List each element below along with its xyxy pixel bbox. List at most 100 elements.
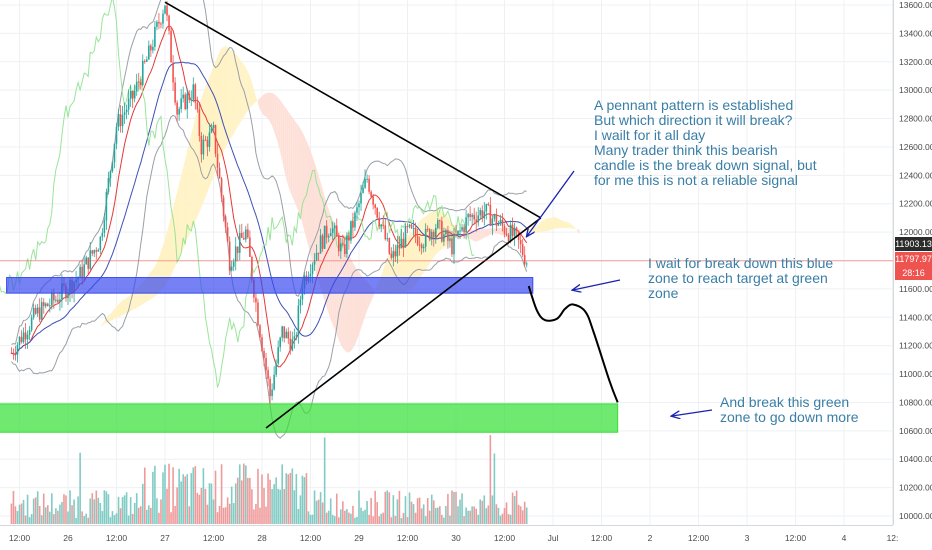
candle-body <box>184 94 187 110</box>
cloud-segment <box>318 175 321 288</box>
cloud-segment <box>195 111 198 222</box>
candle-body <box>20 336 23 343</box>
candle-body <box>263 350 265 359</box>
volume-bar <box>384 491 387 524</box>
candle-body <box>479 210 482 216</box>
cloud-segment <box>193 117 196 227</box>
cloud-segment <box>247 71 250 111</box>
candle-body <box>18 336 21 345</box>
volume-bar <box>131 513 134 524</box>
volume-bar <box>441 514 443 524</box>
volume-bar <box>214 470 217 524</box>
volume-bar <box>243 463 245 524</box>
volume-bar <box>204 488 207 524</box>
candle-body <box>212 125 215 128</box>
cloud-segment <box>407 233 410 292</box>
cloud-segment <box>237 56 240 127</box>
volume-bar <box>162 472 164 524</box>
volume-bar <box>20 503 23 524</box>
volume-bar <box>342 501 344 524</box>
candle-body <box>501 219 504 226</box>
volume-bar <box>467 510 469 524</box>
cloud-segment <box>550 217 553 230</box>
cloud-segment <box>425 214 428 270</box>
volume-bar <box>115 513 118 524</box>
candle-body <box>117 114 120 127</box>
volume-bar <box>143 467 146 524</box>
cloud-segment <box>112 309 115 321</box>
candle-body <box>372 196 374 205</box>
candle-body <box>344 244 346 254</box>
candle-body <box>287 331 290 339</box>
volume-bar <box>148 505 150 524</box>
green-zone <box>0 403 619 433</box>
y-tick-label: 11200.00 <box>899 341 932 351</box>
candle-body <box>113 143 116 163</box>
volume-bar <box>38 505 41 524</box>
x-tick-label: 27 <box>160 533 170 543</box>
time-axis[interactable]: 12:00 26 12:00 27 12:00 28 12:00 29 12:00 30 12:00… <box>0 525 898 544</box>
volume-bar <box>517 504 520 524</box>
candle-body <box>495 214 498 226</box>
volume-bar <box>333 516 336 524</box>
candle-body <box>160 23 162 25</box>
volume-bar <box>32 498 35 524</box>
candle-body <box>368 178 370 192</box>
volume-bar <box>507 514 510 524</box>
candle-body <box>200 136 203 155</box>
candle-body <box>505 233 508 236</box>
candle-body <box>95 250 98 252</box>
volume-bar <box>44 507 47 524</box>
volume-bar <box>327 510 330 524</box>
x-tick-label: 28 <box>257 533 267 543</box>
volume-bar <box>362 511 364 524</box>
candle-body <box>329 233 332 237</box>
y-tick-label: 12600.00 <box>899 142 932 152</box>
cloud-segment <box>229 49 232 141</box>
cloud-segment <box>540 220 543 232</box>
cloud-segment <box>255 96 258 104</box>
cloud-segment <box>173 200 176 272</box>
cloud-segment <box>290 114 293 197</box>
volume-bar <box>331 514 334 524</box>
cloud-segment <box>233 52 236 134</box>
candle-body <box>378 217 381 226</box>
y-tick-label: 12000.00 <box>899 227 932 237</box>
volume-bar <box>12 490 15 524</box>
candle-body <box>455 234 457 236</box>
y-tick-label: 10400.00 <box>899 454 932 464</box>
volume-bar <box>146 509 148 524</box>
cloud-segment <box>211 66 214 182</box>
candle-body <box>457 230 459 236</box>
candle-body <box>432 231 435 238</box>
candle-body <box>170 30 172 63</box>
cloud-segment <box>219 48 222 161</box>
y-tick-label: 13600.00 <box>899 0 932 10</box>
y-tick-label: 10800.00 <box>899 397 932 407</box>
volume-bar <box>234 483 237 524</box>
candle-body <box>447 229 449 241</box>
cloud-segment <box>486 228 489 237</box>
volume-bar <box>400 517 403 524</box>
support-zones <box>0 277 619 433</box>
candle-body <box>285 331 288 339</box>
cloud-segment <box>557 217 560 229</box>
candle-body <box>87 257 90 269</box>
candle-body <box>10 352 13 354</box>
volume-bar <box>202 468 205 524</box>
candle-body <box>143 60 146 62</box>
cloud-segment <box>251 82 254 106</box>
candle-body <box>311 264 314 274</box>
candle-body <box>412 227 415 229</box>
candle-body <box>406 226 409 228</box>
volume-bar <box>289 472 292 524</box>
candle-body <box>396 244 399 257</box>
volume-bar <box>226 497 229 524</box>
candle-body <box>226 227 229 242</box>
volume-bar <box>245 465 247 524</box>
volume-bar <box>184 476 187 524</box>
volume-bar <box>30 514 33 524</box>
candle-body <box>483 211 486 219</box>
x-tick-label: 12:00 <box>397 533 419 543</box>
